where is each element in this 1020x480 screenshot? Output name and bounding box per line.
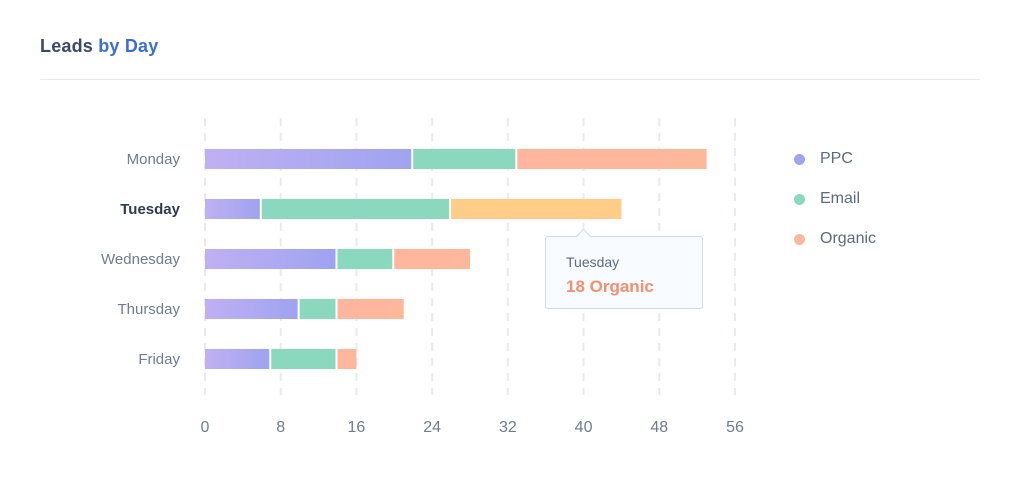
bar-organic[interactable] [337, 349, 357, 369]
bar-organic[interactable] [337, 299, 404, 319]
y-category-label: Wednesday [101, 251, 180, 268]
x-tick-label: 40 [575, 419, 593, 436]
y-category-label: Friday [138, 351, 180, 368]
bar-email[interactable] [337, 249, 393, 269]
legend-label-ppc: PPC [820, 150, 853, 167]
y-category-label: Monday [127, 151, 181, 168]
x-tick-label: 16 [348, 419, 366, 436]
bar-ppc[interactable] [205, 149, 412, 169]
bar-ppc[interactable] [205, 249, 336, 269]
x-tick-label: 8 [276, 419, 285, 436]
bar-email[interactable] [299, 299, 336, 319]
chart-title-part1: Leads [40, 36, 94, 56]
legend-label-organic: Organic [820, 230, 877, 247]
x-tick-label: 32 [499, 419, 517, 436]
x-tick-label: 56 [726, 419, 744, 436]
legend-dot-email [794, 194, 805, 205]
y-axis-labels: Monday Tuesday Wednesday Thursday Friday [101, 151, 181, 368]
chart-title: Leads by Day [40, 36, 158, 57]
header-divider [40, 79, 980, 80]
y-category-label: Thursday [117, 301, 180, 318]
x-axis-labels: 0 8 16 24 32 40 48 56 [201, 419, 744, 436]
tooltip: Tuesday 18 Organic [545, 228, 703, 309]
x-tick-label: 48 [650, 419, 668, 436]
bar-ppc[interactable] [205, 299, 298, 319]
legend-dot-organic [794, 234, 805, 245]
chart-title-part2: by Day [98, 36, 159, 56]
x-tick-label: 24 [423, 419, 441, 436]
bar-organic[interactable] [394, 249, 470, 269]
x-tick-label: 0 [201, 419, 210, 436]
y-category-label: Tuesday [120, 201, 180, 218]
bar-email[interactable] [413, 149, 516, 169]
legend-dot-ppc [794, 154, 805, 165]
bar-organic[interactable] [451, 199, 622, 219]
bar-ppc[interactable] [205, 199, 260, 219]
tooltip-category: Tuesday [566, 254, 620, 270]
bar-email[interactable] [271, 349, 336, 369]
bar-organic[interactable] [517, 149, 707, 169]
bar-email[interactable] [261, 199, 450, 219]
tooltip-value: 18 Organic [566, 277, 654, 296]
bar-ppc[interactable] [205, 349, 270, 369]
bars [205, 149, 707, 369]
legend-label-email: Email [820, 190, 861, 207]
